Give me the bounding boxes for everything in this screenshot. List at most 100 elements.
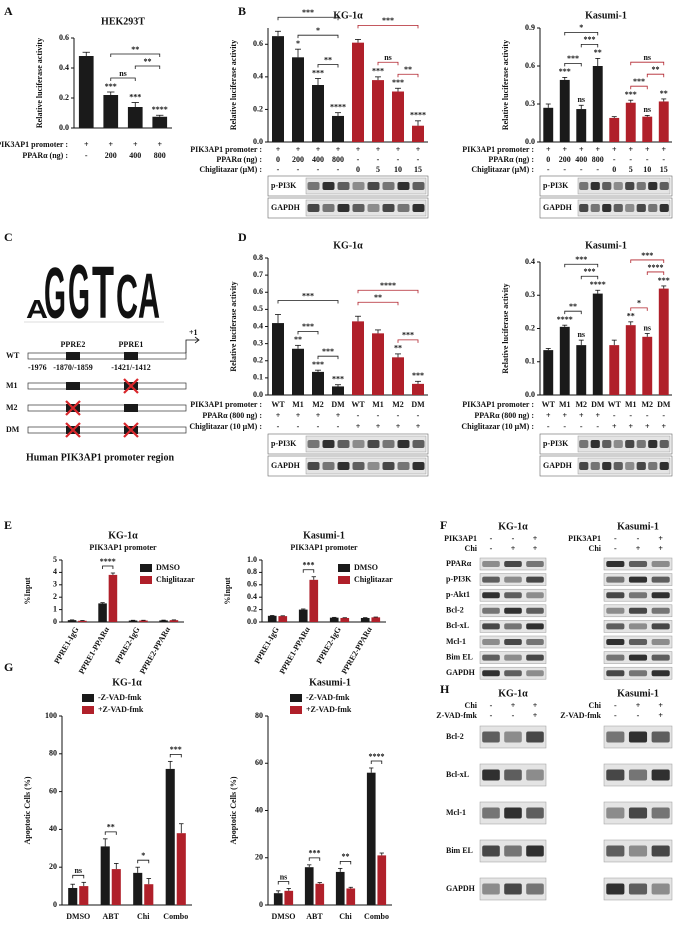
blot-row-label: Bcl-2 — [446, 732, 464, 741]
blot-band — [590, 204, 600, 212]
chart-title: KG-1α — [333, 10, 363, 21]
x-tick-label: Combo — [163, 912, 188, 921]
condition-value: 5 — [629, 165, 633, 174]
condition-value: DM — [657, 400, 671, 409]
blot-band — [648, 462, 658, 470]
condition-value: - — [490, 534, 493, 543]
condition-value: M2 — [312, 400, 324, 409]
x-tick-label: PPRE2-PPARα — [340, 625, 374, 676]
bar-label: **** — [557, 315, 573, 324]
condition-value: + — [645, 422, 650, 431]
blot-band — [367, 462, 380, 470]
significance-label: *** — [322, 347, 334, 356]
blot-band — [352, 462, 365, 470]
condition-value: 400 — [312, 155, 324, 164]
condition-label: Chiglitazar (μM) : — [471, 165, 534, 174]
significance-label: * — [579, 23, 583, 32]
y-tick-label: 0.4 — [253, 72, 263, 81]
blot-band — [482, 639, 500, 645]
y-tick-label: 20 — [255, 853, 263, 862]
condition-value: - — [377, 155, 380, 164]
condition-value: 15 — [660, 165, 668, 174]
blot-band — [651, 561, 670, 567]
blot-band — [606, 607, 625, 614]
bar — [98, 603, 107, 622]
condition-value: - — [317, 422, 320, 431]
condition-label: Chi — [589, 701, 602, 710]
position-label: -1421/-1412 — [111, 363, 151, 372]
blot-band — [526, 845, 544, 857]
blot-band — [628, 845, 648, 857]
logo-letter: G — [44, 254, 66, 334]
significance-label: *** — [302, 8, 314, 17]
blot-band — [322, 182, 335, 190]
blot-band — [526, 731, 544, 743]
condition-value: - — [629, 155, 632, 164]
bar-label: ** — [627, 312, 635, 321]
bar-label: **** — [330, 103, 346, 112]
bar — [278, 616, 288, 622]
significance-bracket — [580, 44, 599, 48]
condition-value: + — [533, 711, 538, 720]
condition-label: Z-VAD-fmk — [560, 711, 601, 720]
blot-band — [337, 462, 350, 470]
y-tick-label: 2 — [53, 592, 57, 601]
significance-label: *** — [575, 255, 587, 264]
blot-row-label: GAPDH — [446, 884, 476, 893]
condition-value: - — [357, 155, 360, 164]
position-label: -1976 — [28, 363, 47, 372]
significance-bracket — [357, 289, 419, 294]
significance-bracket — [357, 25, 419, 29]
blot-band — [613, 440, 623, 448]
bar-label: *** — [625, 90, 637, 99]
bar — [100, 846, 110, 905]
bar — [103, 95, 119, 128]
condition-value: - — [317, 165, 320, 174]
promoter-line — [27, 426, 187, 434]
bar — [412, 383, 424, 395]
blot-band — [526, 807, 544, 819]
significance-label: ** — [652, 65, 660, 74]
blot-band — [628, 670, 648, 677]
legend-label: +Z-VAD-fmk — [98, 705, 144, 714]
ppre-box — [124, 352, 138, 360]
panel-letter: C — [4, 230, 13, 244]
significance-label: ** — [107, 823, 115, 832]
condition-value: - — [490, 711, 493, 720]
condition-value: + — [533, 534, 538, 543]
blot-band — [526, 883, 544, 895]
blot-band — [651, 576, 670, 583]
x-tick-label: Chi — [137, 912, 150, 921]
condition-value: + — [579, 145, 584, 154]
legend-swatch — [290, 694, 302, 702]
blot-band — [482, 654, 500, 661]
blot-band — [482, 670, 500, 677]
blot-band — [504, 592, 522, 599]
condition-value: - — [614, 711, 617, 720]
condition-value: WT — [542, 400, 556, 409]
bar — [346, 888, 356, 905]
significance-label: **** — [648, 263, 664, 272]
condition-value: + — [658, 711, 663, 720]
significance-label: *** — [303, 561, 315, 570]
bar — [592, 293, 603, 395]
blot-band — [352, 204, 365, 212]
significance-label: * — [316, 26, 320, 35]
condition-label: PPARα (800 ng) : — [202, 411, 262, 420]
blot-band — [352, 182, 365, 190]
panel-letter: B — [238, 4, 246, 18]
bar — [412, 125, 424, 142]
bar-label: *** — [559, 67, 571, 76]
bar-label: *** — [312, 360, 324, 369]
mutation-mark — [123, 422, 139, 438]
bar — [609, 345, 620, 395]
blot-band — [307, 204, 320, 212]
blot-band — [526, 576, 544, 583]
blot-band — [651, 670, 670, 677]
blot-row-label: Mcl-1 — [446, 808, 466, 817]
blot-band — [628, 576, 648, 583]
blot-row-label: p-PI3K — [271, 439, 297, 448]
significance-bracket — [397, 73, 419, 78]
blot-band — [602, 182, 612, 190]
blot-band — [504, 845, 522, 857]
